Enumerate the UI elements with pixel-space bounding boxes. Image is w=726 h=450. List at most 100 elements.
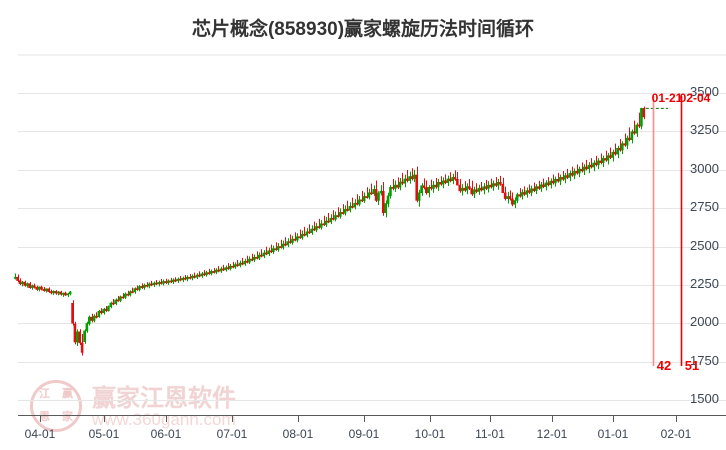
candle-body <box>159 282 163 284</box>
candle-body <box>21 281 24 284</box>
candle-body <box>121 296 125 299</box>
candle-body <box>97 310 101 318</box>
candle-body <box>327 220 330 223</box>
candle-body <box>44 288 48 292</box>
candle-body <box>183 277 187 280</box>
candle-body <box>532 188 536 191</box>
candle-body <box>221 268 225 271</box>
candle-body <box>422 185 426 188</box>
candle-body <box>288 241 292 244</box>
candle-body <box>401 181 404 184</box>
candle-body <box>611 151 615 158</box>
candle-body <box>403 178 407 184</box>
y-axis-label: 2250 <box>690 275 719 291</box>
candle-body <box>456 178 459 186</box>
candle-body <box>35 287 39 290</box>
candle-body <box>544 182 548 187</box>
candle-body <box>451 177 454 182</box>
candle-body <box>25 283 29 286</box>
candle-body <box>95 315 98 318</box>
candle-body <box>334 215 337 220</box>
candle-body <box>150 283 153 286</box>
candle-body <box>491 183 495 188</box>
cycle-date-label: 01-21 <box>651 91 683 105</box>
candle-body <box>128 291 132 296</box>
candle-body <box>298 236 301 239</box>
candle-body <box>260 254 263 257</box>
candle-body <box>360 199 364 202</box>
candle-body <box>448 178 452 182</box>
candle-body <box>642 108 646 118</box>
y-axis-label: 2750 <box>690 199 719 215</box>
candle-body <box>279 246 282 249</box>
candle-body <box>393 184 397 189</box>
candle-body <box>166 280 170 284</box>
candle-body <box>226 267 230 270</box>
candle-body <box>138 286 141 290</box>
y-axis-label: 3000 <box>690 160 719 176</box>
candle-body <box>405 178 409 181</box>
y-axis-label: 2000 <box>690 314 719 330</box>
x-axis-label: 10-01 <box>414 427 446 441</box>
y-axis-label: 1500 <box>690 391 719 406</box>
candle-body <box>16 276 19 281</box>
candle-body <box>460 187 464 192</box>
candle-body <box>577 168 581 174</box>
candle-body <box>264 252 268 255</box>
candle-body <box>276 246 280 250</box>
candle-body <box>362 196 366 202</box>
x-axis-label: 02-01 <box>660 427 692 441</box>
candle-body <box>396 184 399 188</box>
candle-body <box>281 243 285 248</box>
candle-body <box>546 182 550 186</box>
candle-body <box>154 282 158 285</box>
candle-body <box>336 215 340 217</box>
candle-body <box>618 147 622 151</box>
candle-body <box>604 158 607 161</box>
candle-body <box>628 137 631 140</box>
candle-body <box>209 271 213 274</box>
candle-body <box>123 293 127 298</box>
candle-body <box>408 176 411 181</box>
candle-body <box>556 178 560 182</box>
candle-body <box>432 184 435 189</box>
candle-body <box>515 194 519 201</box>
candle-body <box>269 250 273 253</box>
candle-body <box>257 254 261 259</box>
candle-body <box>303 233 306 236</box>
candle-body <box>185 276 189 280</box>
candle-body <box>87 316 91 324</box>
x-axis-label: 11-01 <box>475 427 505 441</box>
candle-body <box>68 291 72 295</box>
candle-body <box>554 178 557 184</box>
cycle-count-label: 42 <box>656 358 672 373</box>
candle-body <box>623 143 626 146</box>
x-axis-label: 08-01 <box>282 427 314 441</box>
candle-body <box>499 182 502 185</box>
candle-body <box>13 276 17 279</box>
candle-body <box>613 151 617 155</box>
candle-body <box>164 281 168 284</box>
candle-body <box>71 302 74 324</box>
candle-body <box>174 279 177 282</box>
candle-body <box>83 330 86 342</box>
candle-body <box>389 186 392 197</box>
candle-body <box>78 331 82 344</box>
candle-body <box>245 260 249 263</box>
candle-body <box>131 291 134 294</box>
candle-body <box>283 243 287 246</box>
candle-body <box>539 184 543 189</box>
candle-body <box>353 202 356 208</box>
candle-body <box>420 185 423 194</box>
candle-body <box>358 199 361 205</box>
candle-body <box>286 241 289 246</box>
candle-body <box>338 212 342 217</box>
candle-body <box>322 223 325 226</box>
candle-body <box>171 279 175 283</box>
candle-body <box>90 316 93 321</box>
candle-body <box>501 183 505 194</box>
candle-body <box>374 189 378 201</box>
candle-body <box>262 252 266 257</box>
candle-body <box>391 186 395 189</box>
